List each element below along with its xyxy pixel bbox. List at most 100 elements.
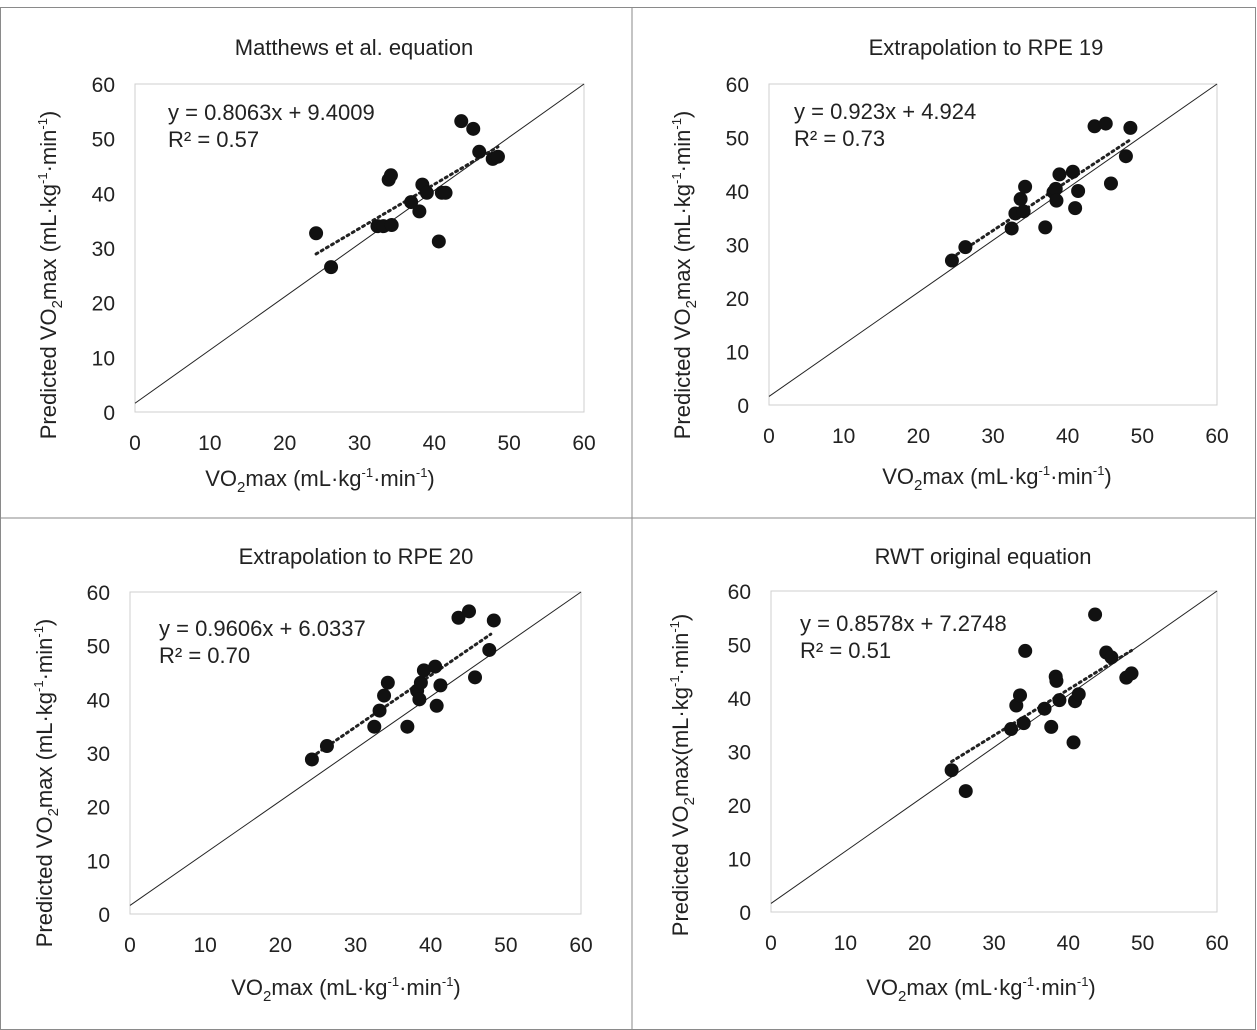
plot-area-frame <box>770 590 1218 913</box>
y-tick-label: 20 <box>728 795 751 818</box>
data-point <box>1052 167 1067 182</box>
data-point <box>1004 221 1019 236</box>
data-point <box>1038 220 1053 235</box>
trend-line <box>310 632 493 759</box>
data-point <box>1013 688 1028 703</box>
x-tick-label: 50 <box>494 934 517 957</box>
x-tick-label: 60 <box>1205 425 1228 448</box>
data-points <box>304 604 501 767</box>
y-tick-label: 0 <box>98 904 110 927</box>
data-points <box>309 114 505 275</box>
x-tick-label: 30 <box>982 932 1005 955</box>
x-tick-label: 20 <box>273 432 296 455</box>
x-tick-label: 10 <box>834 932 857 955</box>
data-point <box>1016 716 1031 731</box>
r-squared-label: R² = 0.51 <box>800 638 891 663</box>
data-point <box>377 688 392 703</box>
y-axis-label: Predicted VO2max (mL·kg-1·min-1) <box>35 111 66 440</box>
axes: 0 10 20 30 40 50 60 0 10 20 30 40 50 60 <box>92 74 596 455</box>
data-point <box>1088 607 1103 622</box>
data-point <box>472 144 487 159</box>
y-axis-label: Predicted VO2max (mL·kg-1·min-1) <box>31 619 62 948</box>
y-tick-label: 30 <box>728 742 751 765</box>
data-point <box>319 739 334 754</box>
data-point <box>367 719 382 734</box>
x-tick-label: 60 <box>1205 932 1228 955</box>
y-tick-label: 60 <box>92 74 115 97</box>
data-point <box>304 752 319 767</box>
data-point <box>1018 643 1033 658</box>
x-tick-label: 20 <box>269 934 292 957</box>
x-tick-label: 60 <box>569 934 592 957</box>
data-point <box>380 675 395 690</box>
data-point <box>490 149 505 164</box>
y-tick-label: 30 <box>87 743 110 766</box>
data-point <box>384 218 399 233</box>
data-point <box>1004 722 1019 737</box>
trend-line <box>950 649 1134 764</box>
x-tick-label: 10 <box>193 934 216 957</box>
equation-label: y = 0.8063x + 9.4009 <box>168 100 375 125</box>
y-tick-label: 40 <box>728 688 751 711</box>
data-point <box>324 260 339 275</box>
data-point <box>944 253 959 268</box>
plot-area-frame <box>129 591 582 915</box>
y-tick-label: 0 <box>737 395 749 418</box>
y-tick-label: 50 <box>728 635 751 658</box>
data-point <box>372 703 387 718</box>
x-tick-label: 10 <box>198 432 221 455</box>
data-point <box>486 613 501 628</box>
chart-title: Extrapolation to RPE 19 <box>869 35 1104 60</box>
data-point <box>1065 164 1080 179</box>
data-point <box>419 185 434 200</box>
y-tick-label: 40 <box>726 181 749 204</box>
data-point <box>944 763 959 778</box>
x-axis-label: VO2max (mL·kg-1·min-1) <box>231 974 461 1005</box>
y-tick-label: 50 <box>92 129 115 152</box>
y-axis-label: Predicted VO2max (mL·kg-1·min-1) <box>669 111 700 440</box>
data-point <box>383 168 398 183</box>
data-point <box>1037 701 1052 716</box>
data-point <box>958 784 973 799</box>
data-point <box>412 204 427 219</box>
plot-area-frame <box>768 83 1218 406</box>
y-tick-label: 0 <box>739 902 751 925</box>
panel-2: Extrapolation to RPE 20 0 10 20 30 40 50 60 0 10… <box>31 544 593 1005</box>
trend-line <box>950 137 1133 260</box>
y-tick-label: 20 <box>87 797 110 820</box>
data-point <box>431 234 446 249</box>
data-point <box>404 195 419 210</box>
y-tick-label: 60 <box>87 582 110 605</box>
x-axis-label: VO2max (mL·kg-1·min-1) <box>882 463 1112 494</box>
data-point <box>1124 666 1139 681</box>
equation-label: y = 0.8578x + 7.2748 <box>800 611 1007 636</box>
trend-line <box>314 145 500 256</box>
y-tick-label: 50 <box>726 128 749 151</box>
r-squared-label: R² = 0.57 <box>168 127 259 152</box>
equation-label: y = 0.923x + 4.924 <box>794 99 976 124</box>
data-point <box>1016 204 1031 219</box>
y-tick-label: 30 <box>92 238 115 261</box>
x-tick-label: 50 <box>1131 932 1154 955</box>
data-point <box>1098 116 1113 131</box>
r-squared-label: R² = 0.70 <box>159 643 250 668</box>
x-tick-label: 30 <box>981 425 1004 448</box>
data-point <box>1048 181 1063 196</box>
data-point <box>468 670 483 685</box>
axes: 0 10 20 30 40 50 60 0 10 20 30 40 50 60 <box>726 74 1229 448</box>
x-tick-label: 0 <box>765 932 777 955</box>
data-points <box>944 607 1139 799</box>
data-point <box>1052 693 1067 708</box>
data-point <box>1049 193 1064 208</box>
data-point <box>1123 120 1138 135</box>
data-point <box>1013 192 1028 207</box>
data-point <box>451 610 466 625</box>
data-point <box>428 659 443 674</box>
data-point <box>1068 201 1083 216</box>
chart-title: RWT original equation <box>875 544 1092 569</box>
data-point <box>1066 735 1081 750</box>
y-tick-label: 10 <box>92 347 115 370</box>
identity-line <box>134 83 585 404</box>
data-point <box>400 719 415 734</box>
data-points <box>944 116 1138 268</box>
